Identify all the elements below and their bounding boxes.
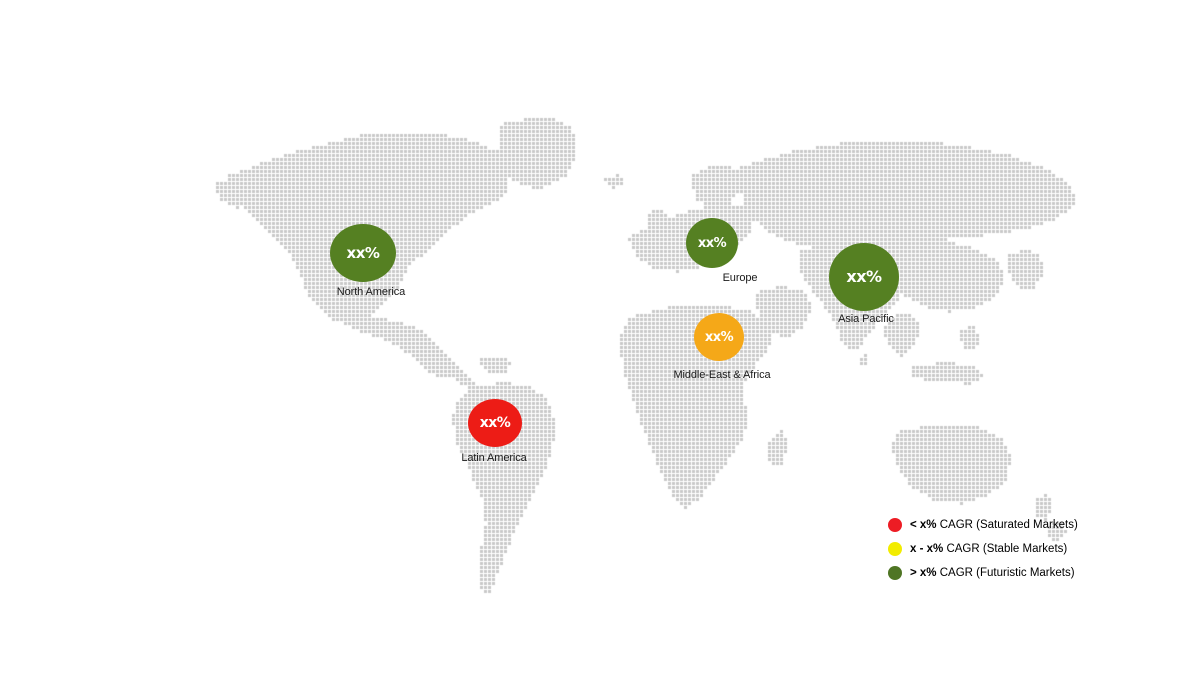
bubble-value-asia-pacific: xx% xyxy=(846,267,882,286)
legend-dot-futuristic xyxy=(888,566,902,580)
bubble-asia-pacific[interactable]: xx% xyxy=(829,243,899,311)
legend-item-stable: x - x% CAGR (Stable Markets) xyxy=(888,542,1078,556)
region-label-north-america: North America xyxy=(336,286,406,298)
bubble-value-europe: xx% xyxy=(697,235,727,251)
bubble-latin-america[interactable]: xx% xyxy=(468,399,522,447)
region-label-asia-pacific: Asia Pacific xyxy=(838,313,894,325)
legend-label-stable: x - x% CAGR (Stable Markets) xyxy=(910,543,1068,555)
region-label-middle-east-africa: Middle-East & Africa xyxy=(673,369,771,381)
bubble-north-america[interactable]: xx% xyxy=(330,224,396,282)
bubble-value-middle-east-africa: xx% xyxy=(704,329,734,345)
legend-dot-saturated xyxy=(888,518,902,532)
bubble-middle-east-africa[interactable]: xx% xyxy=(694,313,744,361)
bubble-value-latin-america: xx% xyxy=(479,415,511,431)
bubble-value-north-america: xx% xyxy=(346,243,380,262)
bubble-europe[interactable]: xx% xyxy=(686,218,738,268)
legend-item-saturated: < x% CAGR (Saturated Markets) xyxy=(888,518,1078,532)
legend-dot-stable xyxy=(888,542,902,556)
legend: < x% CAGR (Saturated Markets) x - x% CAGR… xyxy=(888,518,1078,580)
region-label-latin-america: Latin America xyxy=(461,452,527,464)
legend-item-futuristic: > x% CAGR (Futuristic Markets) xyxy=(888,566,1078,580)
legend-label-futuristic: > x% CAGR (Futuristic Markets) xyxy=(910,567,1075,579)
region-label-europe: Europe xyxy=(722,272,758,284)
legend-label-saturated: < x% CAGR (Saturated Markets) xyxy=(910,519,1078,531)
